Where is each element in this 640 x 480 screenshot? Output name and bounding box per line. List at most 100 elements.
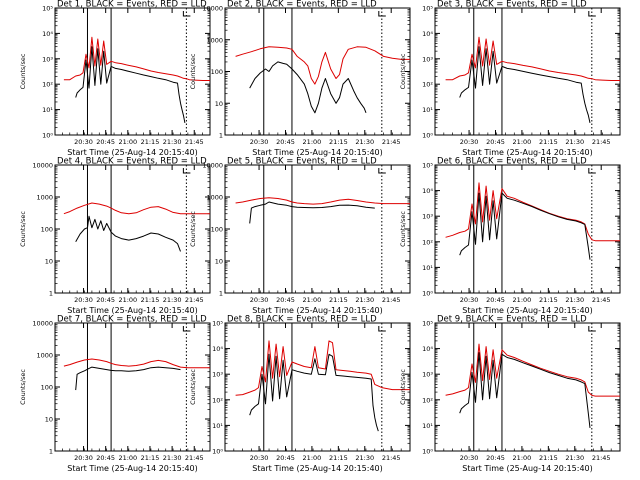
- detector-panel-2: Det 2, BLACK = Events, RED = LLD Counts/s…: [189, 0, 411, 157]
- detector-panel-8: Det 8, BLACK = Events, RED = LLD Counts/s…: [189, 315, 411, 473]
- plot-frame: [54, 7, 211, 136]
- panel-title: Det 7, BLACK = Events, RED = LLD: [57, 315, 207, 325]
- x-tick-label: 21:30: [163, 454, 182, 462]
- x-axis-label: Start Time (25-Aug-14 20:15:40): [462, 148, 593, 157]
- y-axis-label: Counts/sec: [399, 53, 407, 89]
- detector-panel-5: Det 5, BLACK = Events, RED = LLD Counts/s…: [189, 157, 411, 315]
- lld-series-line: [63, 202, 210, 215]
- y-tick-label: 10³: [212, 371, 223, 379]
- lld-series-line: [445, 36, 620, 81]
- y-tick-label: 1: [49, 290, 53, 298]
- x-tick-label: 21:30: [163, 138, 182, 146]
- y-tick-label: 10: [45, 416, 53, 424]
- y-tick-label: 10⁴: [422, 187, 433, 195]
- x-tick-label: 21:00: [118, 454, 137, 462]
- y-axis-label: Counts/sec: [19, 53, 27, 89]
- x-tick-label: 21:45: [382, 296, 401, 304]
- y-axis-label: Counts/sec: [189, 211, 197, 247]
- x-tick-label: 20:30: [460, 138, 479, 146]
- panel-title: Det 5, BLACK = Events, RED = LLD: [227, 157, 377, 167]
- events-series-line: [249, 353, 379, 432]
- x-tick-label: 21:15: [141, 138, 160, 146]
- events-series-line: [459, 352, 591, 428]
- y-tick-label: 10000: [202, 5, 223, 13]
- x-tick-label: 20:45: [276, 138, 295, 146]
- x-tick-label: 20:45: [486, 454, 505, 462]
- x-tick-label: 21:45: [382, 454, 401, 462]
- x-tick-label: 20:45: [276, 296, 295, 304]
- y-tick-label: 10³: [422, 55, 433, 63]
- y-tick-label: 10⁰: [42, 132, 53, 140]
- detector-panel-9: Det 9, BLACK = Events, RED = LLD Counts/s…: [399, 315, 621, 473]
- x-tick-label: 21:00: [513, 454, 532, 462]
- panel-title: Det 6, BLACK = Events, RED = LLD: [437, 157, 587, 167]
- x-axis-label: Start Time (25-Aug-14 20:15:40): [252, 464, 383, 473]
- plot-frame: [434, 164, 621, 294]
- x-tick-label: 21:00: [118, 296, 137, 304]
- y-tick-label: 10: [215, 100, 223, 108]
- x-tick-label: 21:45: [185, 454, 204, 462]
- x-tick-label: 21:15: [539, 138, 558, 146]
- x-tick-label: 21:00: [118, 138, 137, 146]
- x-tick-label: 21:30: [565, 454, 584, 462]
- x-tick-label: 21:00: [513, 296, 532, 304]
- lld-series-line: [235, 46, 410, 85]
- events-series-line: [75, 366, 181, 391]
- y-tick-label: 10¹: [422, 264, 433, 272]
- y-tick-label: 10⁰: [422, 132, 433, 140]
- y-tick-label: 10³: [422, 371, 433, 379]
- time-bracket-marker: [378, 11, 386, 17]
- y-tick-label: 10⁵: [42, 5, 53, 13]
- panel-title: Det 8, BLACK = Events, RED = LLD: [227, 315, 377, 325]
- x-tick-label: 21:15: [329, 454, 348, 462]
- detector-panel-1: Det 1, BLACK = Events, RED = LLD Counts/s…: [19, 0, 211, 157]
- x-axis-label: Start Time (25-Aug-14 20:15:40): [252, 306, 383, 315]
- detector-panel-6: Det 6, BLACK = Events, RED = LLD Counts/s…: [399, 157, 621, 315]
- panel-title: Det 4, BLACK = Events, RED = LLD: [57, 157, 207, 167]
- y-tick-label: 1: [219, 132, 223, 140]
- y-tick-label: 10³: [42, 55, 53, 63]
- x-tick-label: 21:45: [185, 296, 204, 304]
- time-bracket-marker: [588, 326, 596, 332]
- events-series-line: [249, 201, 375, 224]
- panel-title: Det 2, BLACK = Events, RED = LLD: [227, 0, 377, 10]
- x-tick-label: 21:15: [329, 296, 348, 304]
- x-tick-label: 20:30: [74, 296, 93, 304]
- y-tick-label: 10: [215, 258, 223, 266]
- lld-series-line: [235, 197, 410, 205]
- time-bracket-marker: [378, 326, 386, 332]
- plot-frame: [434, 7, 621, 136]
- y-tick-label: 100: [211, 68, 223, 76]
- events-series-line: [459, 46, 591, 124]
- y-tick-label: 1: [49, 448, 53, 456]
- y-tick-label: 10⁴: [422, 345, 433, 353]
- x-tick-label: 21:30: [565, 296, 584, 304]
- x-tick-label: 21:15: [329, 138, 348, 146]
- time-bracket-marker: [588, 11, 596, 17]
- x-tick-label: 20:30: [460, 296, 479, 304]
- detector-panel-3: Det 3, BLACK = Events, RED = LLD Counts/s…: [399, 0, 621, 157]
- lld-series-line: [445, 343, 620, 397]
- time-bracket-marker: [588, 168, 596, 174]
- panel-title: Det 9, BLACK = Events, RED = LLD: [437, 315, 587, 325]
- x-tick-label: 21:45: [185, 138, 204, 146]
- x-tick-label: 21:15: [539, 454, 558, 462]
- y-tick-label: 10⁵: [422, 162, 433, 170]
- y-tick-label: 10²: [212, 396, 223, 404]
- x-tick-label: 21:30: [355, 138, 374, 146]
- y-axis-label: Counts/sec: [399, 211, 407, 247]
- y-tick-label: 10⁰: [422, 290, 433, 298]
- x-tick-label: 21:45: [592, 296, 611, 304]
- detector-panel-7: Det 7, BLACK = Events, RED = LLD Counts/s…: [19, 315, 211, 473]
- x-tick-label: 21:45: [592, 454, 611, 462]
- x-tick-label: 21:00: [303, 454, 322, 462]
- y-tick-label: 10⁵: [422, 5, 433, 13]
- y-tick-label: 1000: [36, 352, 53, 360]
- events-series-line: [459, 192, 591, 260]
- y-axis-label: Counts/sec: [19, 369, 27, 405]
- y-tick-label: 10000: [202, 162, 223, 170]
- y-tick-label: 1000: [206, 194, 223, 202]
- y-tick-label: 10²: [422, 396, 433, 404]
- y-tick-label: 10⁰: [212, 448, 223, 456]
- time-bracket-marker: [182, 326, 191, 332]
